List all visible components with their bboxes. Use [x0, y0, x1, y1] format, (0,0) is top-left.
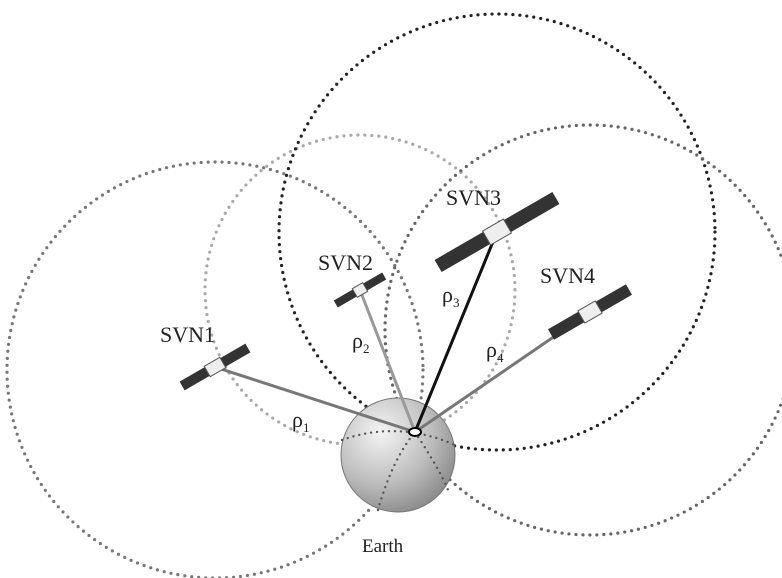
range-subscript: 2: [363, 341, 370, 356]
receiver: [408, 427, 422, 437]
range-symbol: ρ: [292, 407, 303, 432]
range-lines: [214, 231, 591, 434]
satellite-label: SVN1: [160, 322, 215, 347]
satellite-label: SVN3: [446, 185, 501, 210]
satellite: [434, 191, 560, 273]
range-circle: [5, 160, 425, 578]
range-subscript: 4: [497, 350, 504, 365]
range-symbol: ρ: [442, 282, 453, 307]
range-circle: [383, 123, 782, 537]
satellite-label: SVN2: [318, 250, 373, 275]
satellite: [179, 343, 251, 391]
range-label: ρ4: [486, 337, 504, 365]
range-subscript: 1: [303, 420, 310, 435]
range-circle: [277, 12, 717, 452]
range-line: [413, 231, 499, 433]
range-symbol: ρ: [352, 328, 363, 353]
earth-grid: [340, 429, 457, 512]
satellite: [548, 284, 632, 340]
range-line: [358, 289, 417, 433]
range-label: ρ1: [292, 407, 309, 435]
range-line: [214, 365, 416, 434]
satellite: [333, 272, 387, 308]
range-label: ρ2: [352, 328, 369, 356]
earth: [340, 397, 456, 513]
earth-label: Earth: [362, 536, 404, 557]
satellite-label: SVN4: [540, 263, 595, 288]
range-subscript: 3: [453, 295, 460, 310]
range-label: ρ3: [442, 282, 459, 310]
range-symbol: ρ: [486, 337, 497, 362]
